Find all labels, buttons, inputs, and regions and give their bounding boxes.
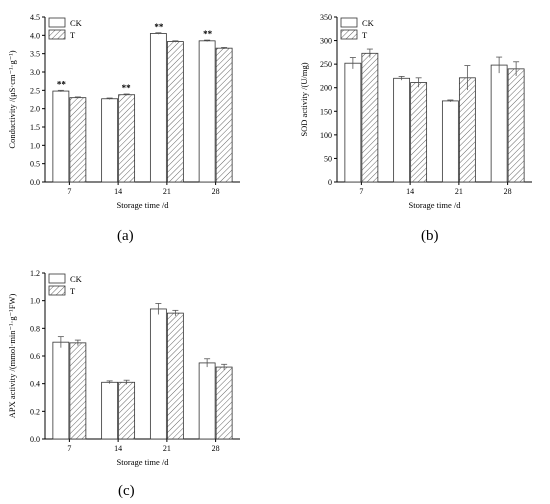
x-tick-label: 28 (212, 444, 220, 453)
legend-label-ck: CK (362, 18, 375, 28)
legend-label-ck: CK (70, 18, 83, 28)
y-axis-label: Conductivity /(μS·cm⁻¹·g⁻¹) (7, 50, 17, 148)
y-tick-label: 3.0 (30, 68, 40, 77)
x-tick-label: 28 (212, 187, 220, 196)
y-tick-label: 0.4 (30, 380, 40, 389)
x-tick-label: 21 (163, 187, 171, 196)
x-tick-label: 7 (67, 187, 71, 196)
legend-swatch-ck (48, 273, 66, 284)
bar-ck-28 (198, 362, 216, 440)
legend-swatch-t (48, 285, 66, 296)
y-tick-label: 0.0 (30, 435, 40, 444)
y-tick-label: 0.0 (30, 178, 40, 187)
bar-t-7 (69, 342, 87, 440)
y-tick-label: 1.0 (30, 141, 40, 150)
x-tick-label: 28 (504, 187, 512, 196)
significance-mark: ** (122, 83, 132, 93)
y-tick-label: 50 (324, 154, 332, 163)
x-axis-label: Storage time /d (409, 200, 462, 210)
x-tick-label: 14 (114, 444, 122, 453)
x-tick-label: 14 (406, 187, 414, 196)
y-tick-label: 0 (328, 178, 332, 187)
bar-t-21 (166, 312, 184, 440)
panel-label-c: (c) (118, 483, 135, 499)
bar-ck-14 (101, 381, 119, 440)
significance-mark: ** (203, 29, 213, 39)
panel-label-a: (a) (117, 228, 134, 244)
x-tick-label: 7 (67, 444, 71, 453)
x-tick-label: 21 (163, 444, 171, 453)
y-tick-label: 150 (320, 107, 332, 116)
y-tick-label: 0.5 (30, 160, 40, 169)
y-tick-label: 0.8 (30, 324, 40, 333)
legend-swatch-t (340, 29, 358, 40)
y-tick-label: 300 (320, 37, 332, 46)
legend-swatch-ck (48, 17, 66, 28)
y-tick-label: 250 (320, 60, 332, 69)
y-tick-label: 100 (320, 131, 332, 140)
x-axis-label: Storage time /d (117, 200, 170, 210)
bar-t-14 (118, 381, 136, 440)
legend-swatch-ck (340, 17, 358, 28)
y-tick-label: 350 (320, 13, 332, 22)
y-tick-label: 4.5 (30, 13, 40, 22)
bar-t-28 (215, 366, 233, 440)
bar-ck-7 (52, 341, 70, 440)
bar-ck-21 (149, 308, 167, 440)
legend-label-t: T (362, 30, 368, 40)
legend-label-t: T (70, 286, 76, 296)
legend-label-ck: CK (70, 274, 83, 284)
y-tick-label: 2.0 (30, 105, 40, 114)
y-tick-label: 3.5 (30, 50, 40, 59)
y-axis-label: APX activity /(mmol·min⁻¹·g⁻¹FW) (7, 294, 17, 419)
y-tick-label: 4.0 (30, 31, 40, 40)
y-tick-label: 0.2 (30, 407, 40, 416)
y-tick-label: 1.0 (30, 297, 40, 306)
x-tick-label: 7 (359, 187, 363, 196)
significance-mark: ** (154, 22, 164, 32)
y-tick-label: 200 (320, 84, 332, 93)
y-tick-label: 2.5 (30, 86, 40, 95)
x-tick-label: 14 (114, 187, 122, 196)
x-tick-label: 21 (455, 187, 463, 196)
x-axis-label: Storage time /d (117, 457, 170, 467)
y-axis-label: SOD activity /(U/mg) (299, 62, 309, 136)
panel-label-b: (b) (421, 228, 439, 244)
legend-swatch-t (48, 29, 66, 40)
y-tick-label: 0.6 (30, 352, 40, 361)
significance-mark: ** (57, 79, 67, 89)
y-tick-label: 1.5 (30, 123, 40, 132)
y-tick-label: 1.2 (30, 269, 40, 278)
legend-label-t: T (70, 30, 76, 40)
